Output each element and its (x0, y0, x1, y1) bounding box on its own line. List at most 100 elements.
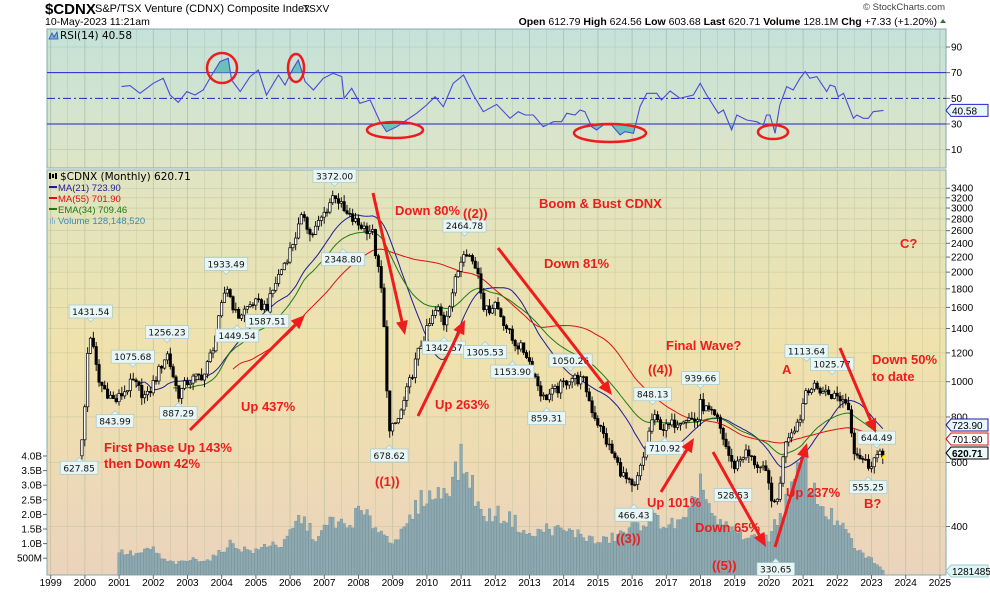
rsi-tick-label: 10 (951, 145, 963, 156)
candle-body (239, 314, 244, 319)
candle (371, 224, 375, 236)
candle (869, 461, 873, 473)
candle (274, 276, 278, 293)
volume-bar (693, 497, 697, 575)
pivot-label-box (59, 460, 99, 475)
candle (353, 212, 358, 224)
candle (752, 455, 757, 469)
volume-bar (220, 552, 224, 575)
candle-body (368, 230, 372, 234)
candle (852, 429, 856, 461)
candle-body (550, 388, 554, 395)
candle-body (536, 376, 540, 387)
volume-bar (473, 506, 477, 575)
candle (795, 418, 799, 433)
candle (829, 394, 834, 400)
volume-bar (662, 527, 666, 575)
candle-body (721, 427, 725, 440)
pivot-label-box (527, 411, 566, 426)
candle (171, 363, 175, 379)
x-tick-label: 2014 (553, 578, 576, 589)
pivot-label-box (321, 252, 366, 267)
red-arrow-icon (659, 438, 694, 493)
pivot-label-pointer (439, 336, 449, 342)
candle (744, 444, 748, 461)
volume-bar (553, 526, 557, 575)
candle-body (288, 247, 292, 263)
candle-body (140, 384, 144, 399)
volume-bar (254, 548, 258, 575)
candle-body (544, 394, 549, 401)
candle-body (248, 304, 252, 307)
candle-body (744, 449, 748, 459)
pivot-label-box (633, 387, 672, 402)
volume-bar (205, 559, 209, 575)
rsi-highlight-circle (365, 120, 425, 140)
candle-body (815, 382, 819, 389)
candle (314, 221, 318, 236)
candle-body (678, 423, 682, 426)
volume-bar (191, 557, 195, 575)
volume-bar (214, 555, 218, 575)
candle (619, 457, 623, 478)
candle (430, 309, 435, 326)
candle-body (436, 306, 440, 311)
volume-bar (428, 490, 432, 575)
pivot-label-box (204, 257, 249, 271)
arrow-shaft (416, 331, 461, 417)
ohlc-summary: Open 612.79 High 624.56 Low 603.68 Last … (519, 16, 937, 28)
candle (835, 386, 839, 402)
price-tick-label: 400 (951, 522, 968, 533)
candle (168, 347, 172, 370)
candle-body (262, 303, 266, 310)
volume-bar (348, 525, 352, 575)
candle (97, 359, 101, 387)
volume-bar (855, 550, 859, 575)
x-tick-label: 2010 (416, 578, 439, 589)
x-tick-label: 2013 (518, 578, 541, 589)
volume-bar (208, 560, 212, 575)
ma21-legend-swatch (49, 186, 57, 188)
volume-bar (667, 524, 671, 575)
rsi-value-tag: 40.58 (945, 103, 989, 117)
x-tick-label: 2020 (758, 578, 781, 589)
ma55-value-tag: 701.90 (945, 432, 989, 446)
annotation-text: B? (864, 496, 881, 511)
candle-body (408, 377, 412, 388)
candle (185, 377, 189, 387)
volume-bar (368, 515, 372, 575)
candle-body (755, 464, 759, 468)
candle-body (801, 403, 805, 421)
volume-bar (288, 529, 292, 575)
candle-body (205, 361, 209, 375)
volume-bar (468, 487, 472, 575)
candle (402, 396, 406, 416)
pivot-label-box (681, 371, 720, 385)
pivot-label-text: 1256.23 (148, 329, 185, 339)
candle (604, 427, 608, 448)
candle-body (114, 398, 118, 403)
candle-body (322, 211, 326, 218)
volume-bar (519, 532, 523, 575)
volume-bar (850, 538, 854, 575)
candle (687, 413, 691, 423)
annotation-text: Up 237% (786, 485, 841, 500)
candle (316, 215, 321, 231)
candle (710, 406, 714, 415)
candle (448, 305, 452, 319)
pivot-label-text: 627.85 (63, 464, 95, 474)
candle (641, 452, 645, 471)
candle-body (562, 380, 566, 383)
candle-body (670, 419, 674, 426)
candle-body (117, 393, 121, 403)
candle-body (433, 310, 437, 316)
candle (194, 373, 198, 383)
volume-bar (508, 511, 512, 575)
candle-body (200, 374, 204, 381)
annotation-text: ((2)) (463, 206, 488, 221)
candle (391, 422, 395, 436)
pivot-label-pointer (480, 341, 490, 346)
candle-body (197, 373, 201, 376)
candle-body (302, 214, 306, 218)
candle (368, 224, 372, 239)
